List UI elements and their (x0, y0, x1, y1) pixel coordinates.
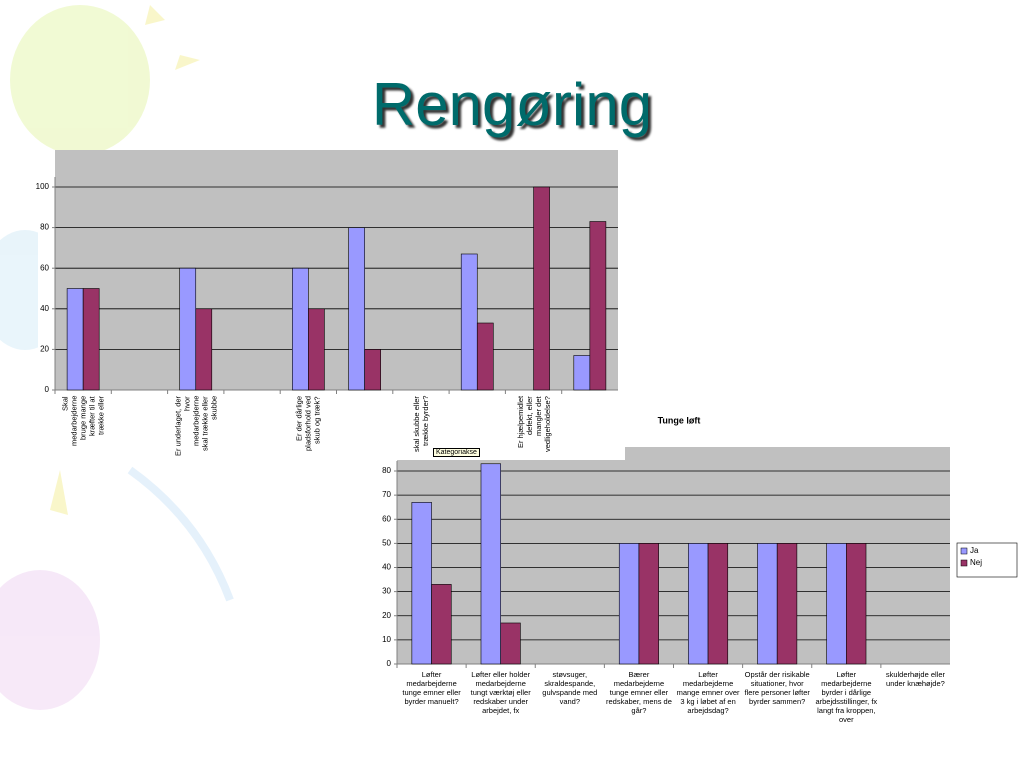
bar (431, 584, 452, 665)
y-tick-label: 40 (40, 304, 49, 313)
bar (589, 221, 607, 391)
x-tick-label: Er der dårlige pladsforhold ved skub og … (294, 396, 322, 452)
x-tick-label: Opstår der risikable situationer, hvor f… (744, 670, 810, 706)
bar (308, 308, 325, 391)
y-tick-label: 40 (382, 563, 391, 572)
x-tick-label: Løfter medarbejderne tunge emner eller b… (402, 670, 461, 706)
chart-title: Tunge løft (658, 415, 701, 425)
plot-area (625, 447, 950, 460)
y-tick-label: 20 (40, 345, 49, 354)
bar (618, 543, 640, 665)
bar (707, 543, 729, 665)
bar (688, 543, 709, 665)
legend-label: Nej (970, 558, 982, 567)
bar (411, 502, 432, 665)
y-tick-label: 30 (382, 587, 391, 596)
x-tick-label: Er hjælpemidlet defekt, eller mangler de… (515, 396, 552, 452)
plot-area (55, 150, 618, 390)
slide-title: Rengøring (371, 71, 653, 138)
y-tick-label: 10 (382, 635, 391, 644)
x-tick-label: Skal medarbejderne bruge mange kræfter t… (60, 396, 106, 447)
x-tick-label: Løfter medarbejderne mange emner over 3 … (676, 670, 740, 715)
y-tick-label: 0 (45, 385, 50, 394)
y-tick-label: 50 (382, 538, 391, 547)
bar (776, 543, 798, 665)
y-tick-label: 100 (36, 182, 50, 191)
bar (476, 322, 494, 391)
bar (195, 308, 213, 391)
bar (826, 543, 847, 665)
bar (757, 543, 778, 665)
x-tick-label: skulderhøjde eller under knæhøjde? (885, 670, 946, 688)
x-tick-label: Er underlaget, der hvor medarbejderne sk… (173, 396, 219, 457)
bar (292, 267, 309, 391)
x-tick-label: Løfter medarbejderne byrder i dårlige ar… (815, 670, 878, 724)
bar (82, 288, 100, 391)
y-tick-label: 0 (387, 659, 392, 668)
bar (348, 227, 365, 391)
bar (179, 267, 197, 391)
y-tick-label: 60 (382, 514, 391, 523)
bar (573, 355, 591, 391)
y-tick-label: 80 (40, 223, 49, 232)
legend-swatch (960, 559, 968, 567)
y-tick-label: 60 (40, 263, 49, 272)
plot-area (397, 460, 950, 664)
x-tick-label: skal skubbe eller trække byrder? (411, 396, 430, 452)
bar (460, 253, 478, 391)
bar (66, 288, 84, 391)
y-tick-label: 80 (382, 466, 391, 475)
bar (846, 543, 867, 665)
legend-swatch (960, 547, 968, 555)
bar (500, 622, 521, 665)
x-tick-label: Løfter eller holder medarbejderne tungt … (470, 670, 531, 715)
bar (533, 186, 550, 391)
y-tick-label: 20 (382, 611, 391, 620)
x-tick-label: støvsuger, skraldespande, gulvspande med… (542, 670, 598, 706)
bar (638, 543, 659, 665)
tooltip: Kategoriakse (433, 448, 480, 457)
bar (364, 349, 381, 391)
bar (480, 463, 501, 665)
y-tick-label: 70 (382, 490, 391, 499)
legend-label: Ja (970, 546, 979, 555)
x-tick-label: Bærer medarbejderne tunge emner eller re… (606, 670, 672, 715)
